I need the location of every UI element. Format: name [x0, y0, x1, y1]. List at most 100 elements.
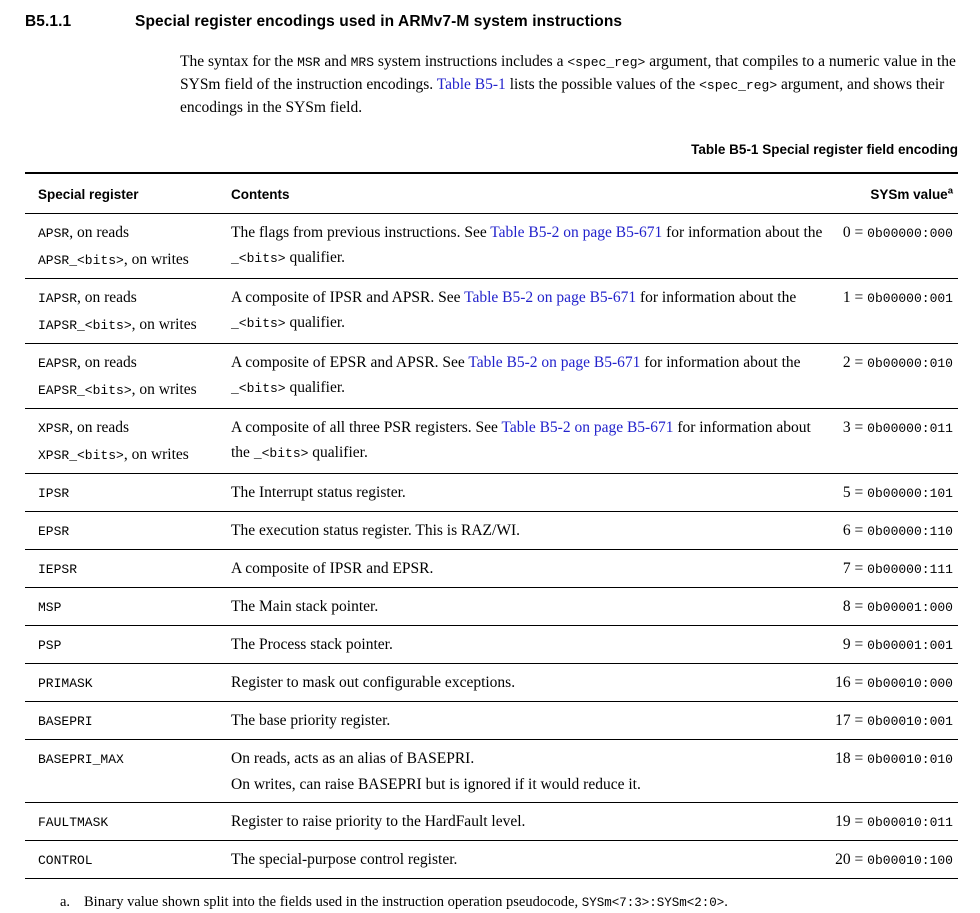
body-text: A composite of IPSR and APSR. See — [231, 289, 465, 306]
header-special-register: Special register — [25, 173, 218, 214]
table-row: CONTROL The special-purpose control regis… — [25, 840, 958, 879]
code-text: PSP — [38, 638, 62, 653]
code-text: CONTROL — [38, 853, 93, 868]
contents-cell: The Main stack pointer. — [218, 587, 833, 626]
register-cell: IEPSR — [25, 549, 218, 588]
text-line: 2 = 0b00000:010 — [833, 350, 953, 376]
code-text: EPSR — [38, 524, 70, 539]
contents-cell: The base priority register. — [218, 701, 833, 740]
text-line: 18 = 0b00010:010 — [833, 746, 953, 772]
body-text: The execution status register. This is R… — [231, 522, 520, 539]
body-text: 9 = — [842, 636, 868, 653]
code-text: 0b00000:001 — [867, 291, 953, 306]
body-text: . — [724, 894, 728, 910]
body-text: qualifier. — [285, 379, 346, 396]
code-text: _<bits> — [231, 381, 286, 396]
sysm-value-cell: 18 = 0b00010:010 — [833, 739, 958, 803]
body-text: Register to raise priority to the HardFa… — [231, 813, 526, 830]
body-text: qualifier. — [285, 249, 346, 266]
footnote-text: Binary value shown split into the fields… — [84, 894, 728, 910]
text-line: A composite of all three PSR registers. … — [231, 415, 833, 466]
section-title: Special register encodings used in ARMv7… — [135, 13, 623, 30]
text-line: 19 = 0b00010:011 — [833, 809, 953, 835]
table-b5-2-link[interactable]: Table B5-2 on page B5-671 — [464, 289, 637, 306]
text-line: IPSR — [38, 480, 218, 506]
table-body: APSR, on reads APSR_<bits>, on writes The … — [25, 214, 958, 879]
register-cell: CONTROL — [25, 840, 218, 879]
table-row: IAPSR, on reads IAPSR_<bits>, on writes A … — [25, 278, 958, 344]
code-text: MSR — [297, 55, 321, 70]
contents-cell: Register to mask out configurable except… — [218, 663, 833, 702]
body-text: 5 = — [842, 484, 868, 501]
contents-cell: The Process stack pointer. — [218, 625, 833, 664]
body-text: 19 = — [835, 813, 868, 830]
sysm-value-cell: 1 = 0b00000:001 — [833, 278, 958, 344]
text-line: APSR, on reads — [38, 220, 218, 246]
body-text: , on writes — [131, 381, 197, 398]
body-text: , on reads — [69, 224, 130, 241]
contents-cell: A composite of IPSR and EPSR. — [218, 549, 833, 588]
text-line: Register to raise priority to the HardFa… — [231, 809, 833, 834]
body-text: 3 = — [842, 419, 868, 436]
table-row: IPSR The Interrupt status register. 5 = 0b… — [25, 473, 958, 512]
table-header-row: Special register Contents SYSm valuea — [25, 173, 958, 214]
register-cell: EPSR — [25, 511, 218, 550]
sysm-value-cell: 17 = 0b00010:001 — [833, 701, 958, 740]
text-line: EAPSR_<bits>, on writes — [38, 377, 218, 403]
table-caption: Table B5-1 Special register field encodi… — [691, 142, 958, 157]
code-text: 0b00000:111 — [867, 562, 953, 577]
code-text: MSP — [38, 600, 62, 615]
table-b5-2-link[interactable]: Table B5-2 on page B5-671 — [468, 354, 641, 371]
code-text: SYSm<7:3>:SYSm<2:0> — [581, 896, 725, 910]
text-line: 16 = 0b00010:000 — [833, 670, 953, 696]
contents-cell: Register to raise priority to the HardFa… — [218, 802, 833, 841]
body-text: for information about the — [231, 419, 811, 461]
table-b5-2-link[interactable]: Table B5-2 on page B5-671 — [501, 419, 674, 436]
register-cell: BASEPRI_MAX — [25, 739, 218, 803]
special-register-table: Special register Contents SYSm valuea AP… — [25, 172, 958, 879]
body-text: argument, and shows their encodings in t… — [180, 76, 945, 116]
table-row: BASEPRI_MAX On reads, acts as an alias of… — [25, 739, 958, 803]
text-line: 9 = 0b00001:001 — [833, 632, 953, 658]
sysm-value-cell: 7 = 0b00000:111 — [833, 549, 958, 588]
table-row: APSR, on reads APSR_<bits>, on writes The … — [25, 214, 958, 279]
body-text: 7 = — [842, 560, 868, 577]
text-line: FAULTMASK — [38, 809, 218, 835]
code-text: _<bits> — [253, 446, 309, 461]
body-text: Register to mask out configurable except… — [231, 674, 516, 691]
body-text: 0 = — [842, 224, 868, 241]
body-text: 2 = — [842, 354, 868, 371]
header-sysm-value: SYSm valuea — [833, 173, 958, 214]
body-text: , on writes — [123, 446, 189, 463]
table-b5-2-link[interactable]: Table B5-2 on page B5-671 — [490, 224, 663, 241]
contents-cell: A composite of IPSR and APSR. See Table … — [218, 278, 833, 344]
text-line: EPSR — [38, 518, 218, 544]
text-line: XPSR, on reads — [38, 415, 218, 441]
body-text: and — [320, 53, 351, 70]
text-line: IAPSR_<bits>, on writes — [38, 312, 218, 338]
text-line: A composite of EPSR and APSR. See Table … — [231, 350, 833, 401]
code-text: 0b00000:101 — [867, 486, 953, 501]
body-text: qualifier. — [285, 314, 346, 331]
code-text: 0b00001:000 — [867, 600, 953, 615]
body-text: The base priority register. — [231, 712, 391, 729]
text-line: The Main stack pointer. — [231, 594, 833, 619]
register-cell: APSR, on reads APSR_<bits>, on writes — [25, 214, 218, 279]
body-text: 16 = — [835, 674, 868, 691]
text-line: PRIMASK — [38, 670, 218, 696]
body-text: system instructions includes a — [374, 53, 568, 70]
code-text: EAPSR_<bits> — [38, 383, 132, 398]
table-b5-1-link[interactable]: Table B5-1 — [436, 76, 506, 93]
text-line: 17 = 0b00010:001 — [833, 708, 953, 734]
section-heading: B5.1.1 Special register encodings used i… — [25, 13, 980, 31]
table-row: IEPSR A composite of IPSR and EPSR. 7 = 0b… — [25, 549, 958, 588]
body-text: , on writes — [123, 251, 189, 268]
text-line: The syntax for the MSR and MRS system in… — [180, 51, 960, 119]
code-text: 0b00000:011 — [867, 421, 953, 436]
code-text: 0b00000:010 — [867, 356, 953, 371]
body-text: 20 = — [835, 851, 868, 868]
code-text: IAPSR — [38, 291, 78, 306]
code-text: 0b00000:000 — [867, 226, 953, 241]
body-text: A composite of all three PSR registers. … — [231, 419, 502, 436]
text-line: IAPSR, on reads — [38, 285, 218, 311]
